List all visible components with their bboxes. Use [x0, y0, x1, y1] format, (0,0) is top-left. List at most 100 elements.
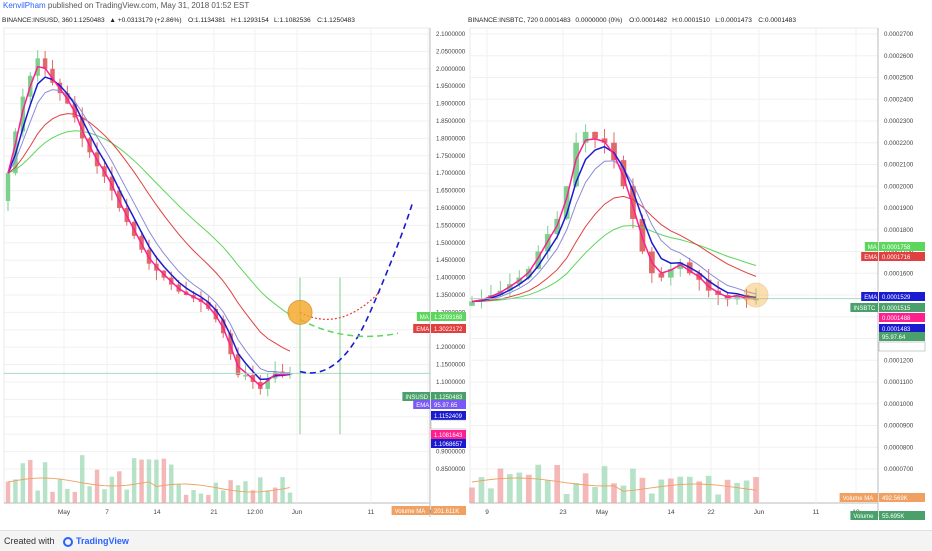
volume-bar [235, 485, 241, 503]
volume-bar [601, 466, 608, 503]
ema-line [471, 145, 757, 303]
highlight-marker[interactable] [743, 282, 769, 308]
price-tag: 0.0001483 [879, 324, 925, 333]
volume-bar [72, 491, 78, 503]
ma-red-line [471, 195, 757, 302]
volume-bar [649, 493, 655, 503]
price-tick-label: 0.0001900 [884, 205, 914, 212]
crossover-marker[interactable] [287, 299, 313, 325]
price-tag-value-box [431, 312, 466, 321]
volume-bar [658, 479, 665, 503]
price-tick-label: 0.0002200 [884, 140, 914, 147]
header-low: L:1.1082536 [274, 17, 311, 24]
volume-bar [102, 489, 107, 503]
price-tag: Volume 55.695K [850, 511, 925, 520]
price-tick-label: 0.0002100 [884, 162, 914, 169]
price-tag-label-box [861, 252, 878, 261]
candle-body [592, 131, 598, 139]
author-link[interactable]: KenvilPham [3, 1, 46, 10]
ema-slow-line [471, 160, 757, 302]
price-tag: 95.97.64 [879, 332, 925, 341]
candle-body [620, 160, 627, 187]
volume-bar [686, 476, 693, 503]
volume-bar [42, 462, 48, 503]
projection-ma-dashed [299, 318, 399, 338]
price-tag-label: Volume [853, 514, 874, 520]
tradingview-logo[interactable]: TradingView [63, 531, 129, 551]
price-tick-label: 1.4500000 [436, 257, 466, 264]
price-tag-value: 1.3022172 [434, 327, 463, 333]
volume-bar [544, 480, 551, 503]
volume-bar [705, 475, 712, 503]
volume-bar [183, 494, 189, 503]
price-tag: MA 0.0001758 [864, 242, 925, 251]
volume-bar [497, 468, 504, 503]
price-tag-value-box [431, 411, 466, 420]
price-tick-label: 0.0002400 [884, 96, 914, 103]
price-tick-label: 0.0001600 [884, 270, 914, 277]
price-tag-label: EMA [864, 255, 877, 261]
volume-bar [280, 477, 285, 503]
candle-body [5, 173, 11, 202]
insbtc-chart[interactable]: BINANCE:INSBTC, 720 0.0001483 0.0000000 (0… [466, 13, 932, 529]
volume-bar [554, 464, 561, 503]
volume-bar [611, 483, 617, 503]
time-tick-label: 7 [105, 509, 109, 516]
volume-bar [265, 490, 270, 503]
candle-body [734, 295, 740, 300]
price-tag-label-box [413, 400, 430, 409]
price-tick-label: 1.5000000 [436, 240, 466, 247]
header-close: C:0.0001483 [758, 17, 796, 24]
price-tick-label: 1.7500000 [436, 153, 466, 160]
time-tick-label: May [58, 509, 71, 516]
price-tag-label: EMA [416, 403, 429, 409]
price-tag-value-box [879, 313, 925, 322]
price-tag-value-box [431, 506, 466, 515]
volume-bar [206, 494, 211, 503]
candle-body [220, 319, 226, 334]
price-tick-label: 0.0002700 [884, 31, 914, 38]
time-tick-label: Jun [292, 509, 303, 516]
price-tag: INSBTC 0.0001515 [850, 303, 925, 312]
price-tag-value: 0.0001758 [882, 245, 911, 251]
volume-bar [488, 488, 494, 503]
price-tag: 0.0001488 [878, 341, 926, 352]
price-tag-label: MA [420, 315, 429, 321]
volume-ma-line [471, 477, 757, 492]
volume-bar [272, 487, 278, 503]
price-tag-label-box [416, 312, 430, 321]
price-tag: 1.1141406 [430, 419, 466, 430]
header-high: H:1.1293154 [231, 17, 269, 24]
volume-bar [250, 490, 256, 503]
price-tag-value: 1.1141406 [434, 423, 463, 429]
price-tag-value: 1.1152409 [434, 414, 463, 420]
header-open: O:1.1134381 [188, 17, 226, 24]
insusd-chart[interactable]: BINANCE:INSUSD, 360 1.1250483 ▲ +0.0313179… [0, 13, 466, 529]
candle-body [469, 301, 475, 306]
price-tick-label: 1.6500000 [436, 188, 466, 195]
volume-bar [131, 458, 137, 503]
time-tick-label: 11 [813, 509, 820, 516]
price-tick-label: 2.1000000 [436, 31, 466, 38]
price-tick-label: 1.2000000 [436, 344, 466, 351]
price-tag-label-box [861, 292, 878, 301]
volume-bar [57, 478, 63, 503]
price-tag: Volume MA 201.611K [391, 506, 466, 515]
volume-bar [146, 459, 152, 503]
volume-bar [469, 487, 475, 503]
price-tag-label: INSUSD [405, 395, 428, 401]
candle-body [243, 375, 248, 377]
time-tick-label: May [596, 509, 609, 516]
price-tag-label: INSBTC [853, 306, 876, 312]
candle-body [582, 131, 589, 143]
volume-bar [563, 493, 570, 503]
price-tick-label: 0.0002500 [884, 75, 914, 82]
price-tag-label-box [864, 242, 878, 251]
price-tag-value-box [879, 324, 925, 333]
candle-body [79, 117, 85, 139]
price-tag-value-box [879, 332, 925, 341]
volume-bar [79, 455, 85, 503]
price-tag: 1.1152409 [431, 411, 466, 420]
price-tag-value-box [879, 292, 925, 301]
price-tag-value-box [431, 392, 466, 401]
